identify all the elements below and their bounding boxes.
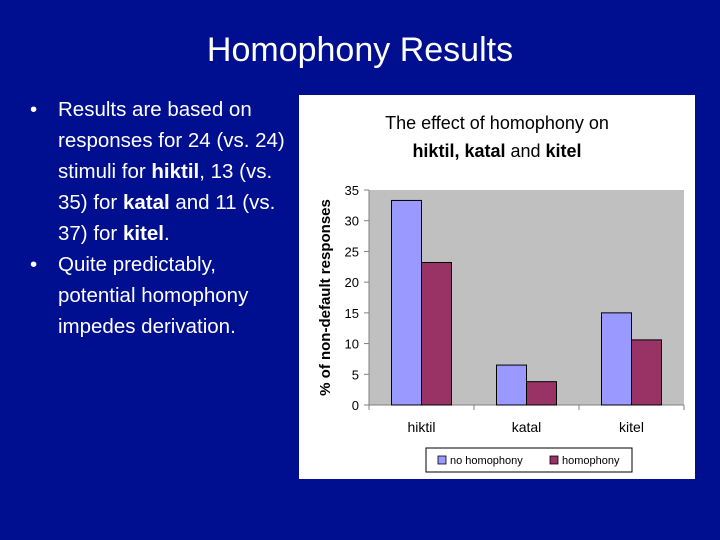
y-tick-label: 0	[352, 398, 359, 413]
y-tick-label: 15	[345, 306, 359, 321]
bullet-text-run: , 13 (vs. 35) for	[58, 160, 273, 214]
bar-no-homophony-hiktil	[391, 199, 422, 406]
bar-homophony-kitel	[631, 339, 662, 406]
bullet-icon: •	[30, 98, 38, 121]
bullet-text-run: and 11 (vs. 37) for	[58, 191, 276, 245]
legend-label: homophony	[562, 455, 620, 467]
legend-box	[425, 447, 633, 473]
chart-title-run: kitel	[546, 141, 582, 161]
x-tick-label: kitel	[619, 419, 644, 435]
y-tick-label: 25	[345, 244, 359, 259]
bar-no-homophony-kitel	[601, 312, 632, 406]
bullet-text: Results are based on responses for 24 (v…	[58, 98, 285, 245]
chart-title-run: hiktil, katal	[412, 141, 505, 161]
chart-svg: The effect of homophony on hiktil, katal …	[317, 113, 685, 473]
y-tick-label: 5	[352, 367, 359, 382]
bar-homophony-katal	[526, 381, 557, 406]
bullet-text-bold: hiktil	[151, 160, 200, 183]
bullet-text-bold: kitel	[122, 222, 164, 245]
bullet-item: • Results are based on responses for 24 …	[28, 94, 296, 249]
x-tick-label: katal	[512, 419, 542, 435]
bullet-list: • Results are based on responses for 24 …	[28, 94, 296, 342]
bullet-text-run: Results are based on responses for 24 (v…	[58, 98, 285, 183]
bullet-item: • Quite predictably, potential homophony…	[28, 249, 296, 342]
y-tick-label: 10	[345, 337, 359, 352]
chart-title-line1: The effect of homophony on	[385, 113, 609, 133]
legend-swatch	[549, 455, 559, 465]
y-tick-label: 30	[345, 214, 359, 229]
legend-label: no homophony	[450, 455, 523, 467]
chart: The effect of homophony on hiktil, katal …	[299, 95, 695, 479]
y-axis-label: % of non-default responses	[317, 199, 334, 396]
bullet-icon: •	[30, 253, 38, 276]
legend-swatch	[437, 455, 447, 465]
y-tick-label: 35	[345, 183, 359, 198]
bullet-text-run: Quite predictably, potential homophony i…	[58, 253, 249, 338]
x-tick-label: hiktil	[407, 419, 435, 435]
chart-title-line2: hiktil, katal and kitel	[412, 141, 581, 161]
bar-no-homophony-katal	[496, 364, 527, 406]
bullet-text-bold: katal	[122, 191, 170, 214]
chart-title-run: and	[505, 141, 545, 161]
y-tick-label: 20	[345, 275, 359, 290]
bar-homophony-hiktil	[421, 261, 452, 406]
bullet-text-run: .	[163, 222, 170, 245]
slide-title: Homophony Results	[206, 31, 514, 69]
bullet-text: Quite predictably, potential homophony i…	[58, 253, 248, 338]
